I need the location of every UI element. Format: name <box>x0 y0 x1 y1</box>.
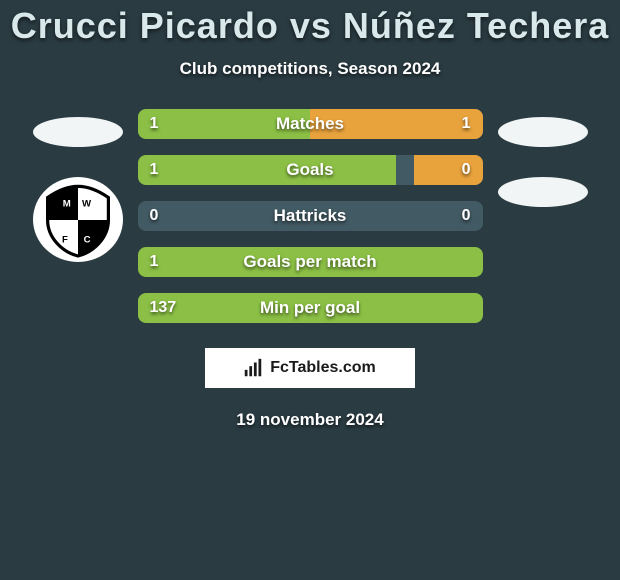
stat-value-left: 0 <box>150 207 159 225</box>
left-bar <box>138 155 397 185</box>
stat-row: 1 Goals per match <box>138 247 483 277</box>
stat-row: 1 0 Goals <box>138 155 483 185</box>
stat-label: Goals per match <box>243 252 376 272</box>
stat-value-left: 1 <box>150 253 159 271</box>
left-club-logo: M W F C <box>33 177 123 262</box>
svg-text:F: F <box>62 234 68 245</box>
left-player-col: M W F C <box>33 109 123 262</box>
stat-value-left: 1 <box>150 161 159 179</box>
stat-label: Min per goal <box>260 298 360 318</box>
stat-value-left: 137 <box>150 299 177 317</box>
stat-row: 0 0 Hattricks <box>138 201 483 231</box>
stat-value-right: 0 <box>462 207 471 225</box>
right-player-col <box>498 109 588 207</box>
svg-text:M: M <box>62 198 70 209</box>
svg-text:C: C <box>83 234 90 245</box>
comparison-area: M W F C 1 1 Matches 1 0 Goals 0 0 Hattricks 1 Goal… <box>0 109 620 323</box>
stat-value-left: 1 <box>150 115 159 133</box>
subtitle: Club competitions, Season 2024 <box>0 59 620 79</box>
stat-row: 1 1 Matches <box>138 109 483 139</box>
brand-box[interactable]: FcTables.com <box>205 348 415 388</box>
date-label: 19 november 2024 <box>0 410 620 430</box>
page-title: Crucci Picardo vs Núñez Techera <box>0 5 620 47</box>
svg-text:W: W <box>82 198 92 209</box>
stat-label: Goals <box>286 160 333 180</box>
stat-value-right: 1 <box>462 115 471 133</box>
chart-icon <box>242 357 264 379</box>
stat-row: 137 Min per goal <box>138 293 483 323</box>
stat-label: Hattricks <box>274 206 347 226</box>
right-player-placeholder <box>498 117 588 147</box>
comparison-card: Crucci Picardo vs Núñez Techera Club com… <box>0 0 620 430</box>
right-bar <box>414 155 483 185</box>
brand-inner: FcTables.com <box>207 350 413 386</box>
brand-label: FcTables.com <box>268 358 378 378</box>
shield-icon: M W F C <box>38 180 118 260</box>
left-player-placeholder <box>33 117 123 147</box>
stat-label: Matches <box>276 114 344 134</box>
stats-bars: 1 1 Matches 1 0 Goals 0 0 Hattricks 1 Goals per ma… <box>138 109 483 323</box>
stat-value-right: 0 <box>462 161 471 179</box>
right-club-placeholder <box>498 177 588 207</box>
